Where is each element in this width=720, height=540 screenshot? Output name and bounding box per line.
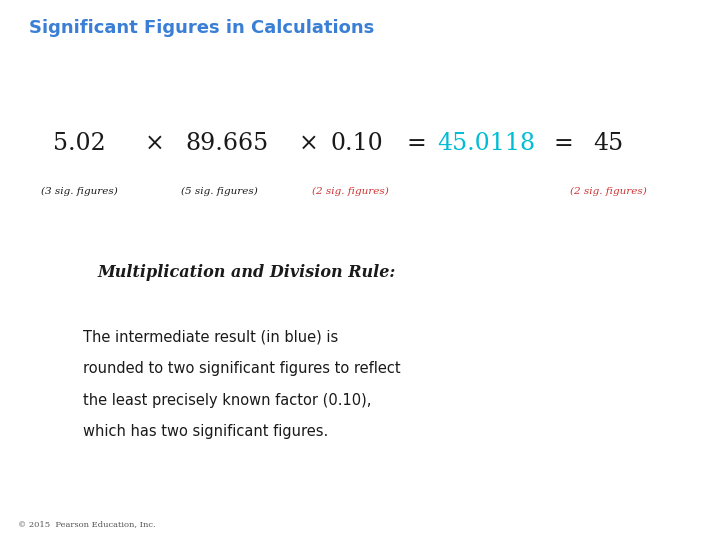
Text: (2 sig. figures): (2 sig. figures) xyxy=(312,187,389,196)
Text: (5 sig. figures): (5 sig. figures) xyxy=(181,187,258,196)
Text: ×: × xyxy=(298,132,318,154)
Text: 45: 45 xyxy=(593,132,624,154)
Text: Multiplication and Division Rule:: Multiplication and Division Rule: xyxy=(97,264,395,281)
Text: 5.02: 5.02 xyxy=(53,132,106,154)
Text: 45.0118: 45.0118 xyxy=(437,132,535,154)
Text: rounded to two significant figures to reflect: rounded to two significant figures to re… xyxy=(83,361,400,376)
Text: =: = xyxy=(554,132,574,154)
Text: =: = xyxy=(406,132,426,154)
Text: Significant Figures in Calculations: Significant Figures in Calculations xyxy=(29,19,374,37)
Text: 0.10: 0.10 xyxy=(330,132,383,154)
Text: which has two significant figures.: which has two significant figures. xyxy=(83,424,328,439)
Text: (2 sig. figures): (2 sig. figures) xyxy=(570,187,647,196)
Text: ×: × xyxy=(145,132,165,154)
Text: 89.665: 89.665 xyxy=(185,132,269,154)
Text: (3 sig. figures): (3 sig. figures) xyxy=(41,187,117,196)
Text: The intermediate result (in blue) is: The intermediate result (in blue) is xyxy=(83,330,338,345)
Text: © 2015  Pearson Education, Inc.: © 2015 Pearson Education, Inc. xyxy=(18,520,156,528)
Text: the least precisely known factor (0.10),: the least precisely known factor (0.10), xyxy=(83,393,372,408)
